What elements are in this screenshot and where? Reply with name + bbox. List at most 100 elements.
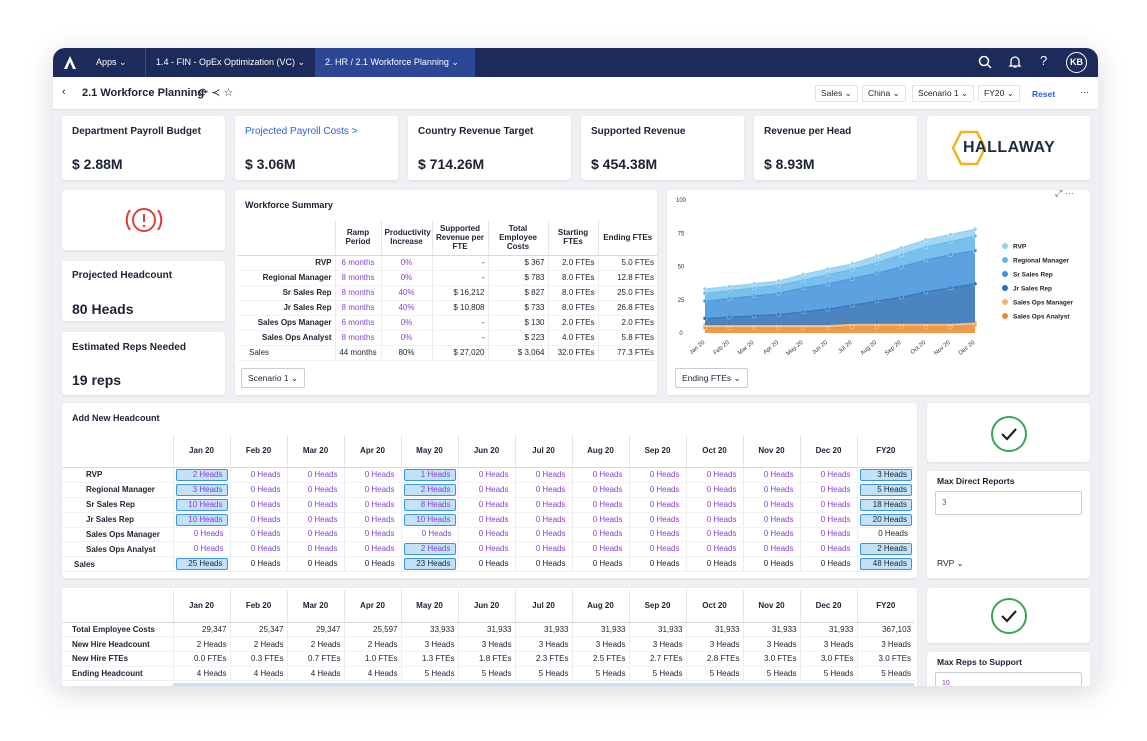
headcount-input[interactable]: 0 Heads — [649, 529, 680, 539]
scenario-dropdown[interactable]: Scenario 1 ⌄ — [241, 368, 306, 388]
headcount-input[interactable]: 0 Heads — [535, 499, 566, 509]
headcount-input[interactable]: 0 Heads — [364, 484, 395, 494]
headcount-input[interactable]: 0 Heads — [250, 484, 281, 494]
headcount-input[interactable]: 0 Heads — [193, 544, 224, 554]
headcount-input[interactable]: 0 Heads — [592, 484, 623, 494]
headcount-input[interactable]: 0 Heads — [364, 499, 395, 509]
tab[interactable]: 1.4 - FIN - OpEx Optimization (VC) ⌄ — [145, 48, 315, 77]
back-arrow[interactable]: ‹ — [62, 86, 66, 98]
headcount-input[interactable]: 8 Heads — [403, 498, 456, 511]
headcount-input[interactable]: 0 Heads — [649, 514, 680, 524]
headcount-input[interactable]: 0 Heads — [250, 544, 281, 554]
headcount-input[interactable]: 0 Heads — [820, 499, 851, 509]
headcount-input[interactable]: 0 Heads — [592, 529, 623, 539]
headcount-input[interactable]: 0 Heads — [763, 529, 794, 539]
headcount-input[interactable]: 0 Heads — [763, 514, 794, 524]
headcount-input[interactable]: 2 Heads — [403, 483, 456, 496]
headcount-input[interactable]: 0 Heads — [478, 469, 509, 479]
headcount-input[interactable]: 0 Heads — [535, 529, 566, 539]
headcount-input[interactable]: 0 Heads — [307, 529, 338, 539]
help-icon[interactable]: ? — [1040, 53, 1048, 68]
headcount-input[interactable]: 0 Heads — [478, 514, 509, 524]
headcount-input[interactable]: 0 Heads — [706, 529, 737, 539]
headcount-input[interactable]: 0 Heads — [592, 544, 623, 554]
headcount-input[interactable]: 2 Heads — [403, 543, 456, 556]
headcount-input[interactable]: 0 Heads — [649, 544, 680, 554]
headcount-input[interactable]: 0 Heads — [478, 529, 509, 539]
headcount-input[interactable]: 0 Heads — [478, 544, 509, 554]
metric-card: Estimated Reps Needed 19 reps — [62, 332, 225, 395]
headcount-input[interactable]: 0 Heads — [592, 514, 623, 524]
reset-button[interactable]: Reset — [1032, 89, 1056, 99]
grid-cell: 3.0 FTEs — [799, 651, 857, 667]
headcount-input[interactable]: 0 Heads — [307, 499, 338, 509]
headcount-input[interactable]: 0 Heads — [535, 514, 566, 524]
headcount-input[interactable]: 0 Heads — [763, 499, 794, 509]
headcount-input[interactable]: 2 Heads — [175, 468, 228, 481]
headcount-input[interactable]: 1 Heads — [403, 468, 456, 481]
headcount-input[interactable]: 0 Heads — [364, 529, 395, 539]
headcount-input[interactable]: 0 Heads — [763, 484, 794, 494]
filter-dropdown[interactable]: China ⌄ — [862, 85, 906, 102]
headcount-input[interactable]: 0 Heads — [364, 544, 395, 554]
headcount-input[interactable]: 0 Heads — [706, 469, 737, 479]
setting-input[interactable]: 10 — [935, 672, 1082, 686]
app-logo[interactable] — [63, 55, 77, 70]
headcount-input[interactable]: 0 Heads — [250, 529, 281, 539]
headcount-input[interactable]: 0 Heads — [250, 499, 281, 509]
headcount-input[interactable]: 0 Heads — [250, 514, 281, 524]
headcount-input[interactable]: 0 Heads — [820, 544, 851, 554]
total-value: 0.0 FTEs — [194, 654, 227, 664]
user-avatar[interactable]: KB — [1066, 52, 1087, 73]
headcount-input[interactable]: 0 Heads — [421, 529, 452, 539]
headcount-input[interactable]: 0 Heads — [250, 469, 281, 479]
headcount-input[interactable]: 0 Heads — [535, 469, 566, 479]
headcount-input[interactable]: 0 Heads — [820, 514, 851, 524]
headcount-input[interactable]: 0 Heads — [649, 469, 680, 479]
setting-input[interactable]: 3 — [935, 491, 1082, 515]
headcount-input[interactable]: 0 Heads — [706, 544, 737, 554]
page-actions[interactable]: ⟳ ≺ ☆ — [199, 87, 234, 99]
tab-active[interactable]: 2. HR / 2.1 Workforce Planning ⌄ — [315, 48, 475, 77]
headcount-input[interactable]: 0 Heads — [706, 499, 737, 509]
headcount-input[interactable]: 0 Heads — [307, 544, 338, 554]
headcount-input[interactable]: 0 Heads — [592, 469, 623, 479]
headcount-input[interactable]: 0 Heads — [763, 544, 794, 554]
measure-dropdown[interactable]: Ending FTEs ⌄ — [675, 368, 748, 388]
kpi-label[interactable]: Projected Payroll Costs > — [245, 126, 358, 137]
headcount-input[interactable]: 0 Heads — [649, 484, 680, 494]
headcount-input[interactable]: 3 Heads — [175, 483, 228, 496]
headcount-input[interactable]: 0 Heads — [478, 484, 509, 494]
headcount-input[interactable]: 0 Heads — [820, 484, 851, 494]
column-header: Dec 20 — [799, 435, 857, 468]
headcount-input[interactable]: 0 Heads — [193, 529, 224, 539]
headcount-input[interactable]: 0 Heads — [364, 514, 395, 524]
headcount-input[interactable]: 0 Heads — [820, 469, 851, 479]
headcount-input[interactable]: 0 Heads — [307, 514, 338, 524]
headcount-input[interactable]: 0 Heads — [706, 514, 737, 524]
headcount-input[interactable]: 0 Heads — [763, 469, 794, 479]
filter-dropdown[interactable]: FY20 ⌄ — [978, 85, 1020, 102]
setting-dropdown[interactable]: RVP ⌄ — [937, 558, 964, 568]
headcount-input[interactable]: 0 Heads — [478, 499, 509, 509]
apps-menu[interactable]: Apps ⌄ — [96, 57, 127, 67]
headcount-input[interactable]: 10 Heads — [403, 513, 456, 526]
grid-cell: 0 Heads — [457, 541, 515, 558]
chart-tools[interactable]: ⤢ ··· — [1055, 188, 1074, 198]
headcount-input[interactable]: 0 Heads — [592, 499, 623, 509]
headcount-input[interactable]: 0 Heads — [535, 544, 566, 554]
bell-icon[interactable] — [1008, 55, 1022, 69]
more-menu[interactable]: ··· — [1080, 87, 1089, 97]
headcount-input[interactable]: 10 Heads — [175, 498, 228, 511]
search-icon[interactable] — [978, 55, 992, 69]
headcount-input[interactable]: 0 Heads — [820, 529, 851, 539]
filter-dropdown[interactable]: Scenario 1 ⌄ — [912, 85, 975, 102]
headcount-input[interactable]: 0 Heads — [307, 469, 338, 479]
headcount-input[interactable]: 0 Heads — [364, 469, 395, 479]
headcount-input[interactable]: 0 Heads — [649, 499, 680, 509]
headcount-input[interactable]: 0 Heads — [307, 484, 338, 494]
headcount-input[interactable]: 0 Heads — [706, 484, 737, 494]
headcount-input[interactable]: 10 Heads — [175, 513, 228, 526]
headcount-input[interactable]: 0 Heads — [535, 484, 566, 494]
filter-dropdown[interactable]: Sales ⌄ — [815, 85, 858, 102]
